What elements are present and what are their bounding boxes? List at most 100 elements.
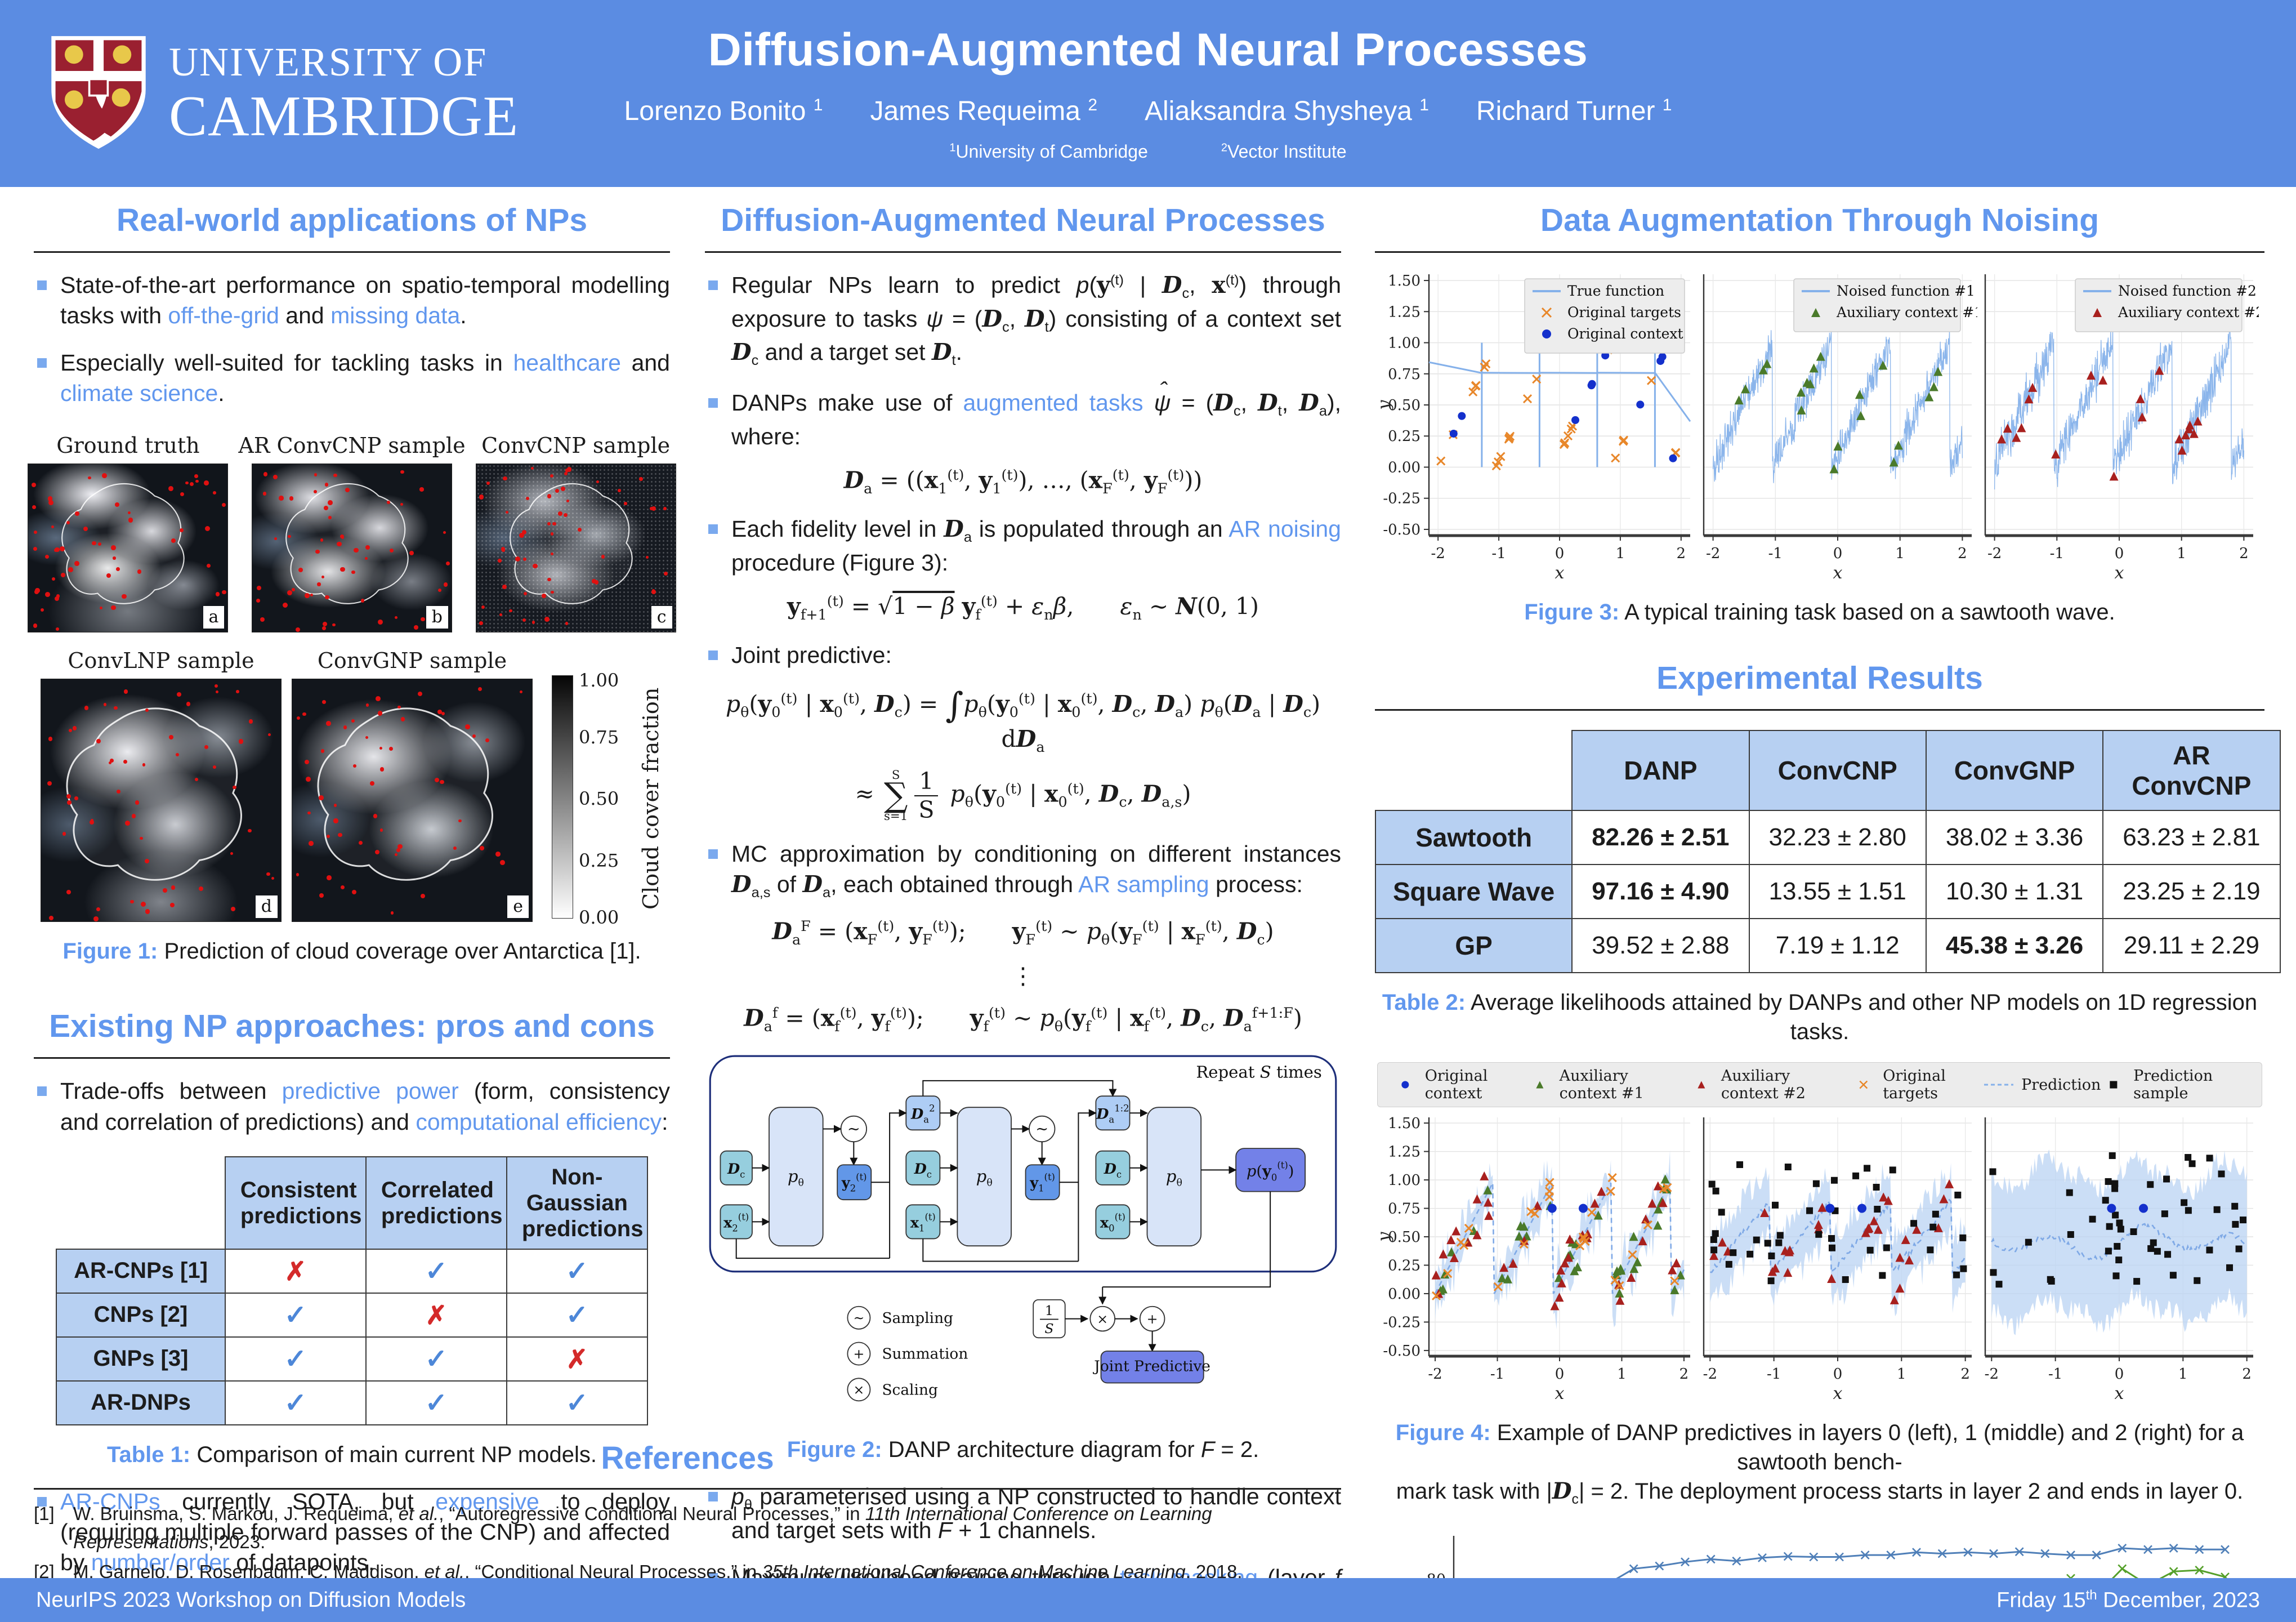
- svg-text:x: x: [1833, 563, 1843, 583]
- context-dot: [550, 552, 554, 556]
- reference-number: [1]: [34, 1503, 55, 1524]
- context-dot: [328, 516, 332, 519]
- svg-text:0.75: 0.75: [1388, 1201, 1421, 1218]
- column-header: Correlated predictions: [365, 1156, 507, 1250]
- context-dot: [365, 736, 368, 739]
- context-dot: [84, 706, 89, 710]
- context-dot: [365, 703, 369, 707]
- context-dot: [320, 538, 324, 542]
- context-dot: [333, 818, 338, 823]
- context-dot: [32, 505, 36, 509]
- context-dot: [400, 502, 403, 506]
- context-dot: [533, 563, 538, 569]
- rule: [705, 251, 1341, 253]
- context-dot: [131, 814, 136, 818]
- logo-text: UNIVERSITY OF CAMBRIDGE: [169, 42, 519, 145]
- check-icon: ✓: [284, 1300, 307, 1330]
- context-dot: [465, 724, 471, 729]
- figure-1-panel: Ground truth a: [28, 433, 229, 633]
- context-dot: [215, 690, 219, 694]
- row-label: Sawtooth: [1374, 810, 1573, 865]
- context-dot: [651, 589, 655, 592]
- figure-3-panel-2: -2 -1 0 1 2 x Noised function #2 Auxiliary cont…: [1984, 274, 2259, 583]
- context-dot: [35, 588, 40, 593]
- table-row: GNPs [3] ✓ ✓ ✗: [56, 1336, 648, 1382]
- context-dot: [326, 834, 330, 838]
- svg-text:1: 1: [2178, 1366, 2188, 1383]
- context-dot: [519, 532, 524, 538]
- rule: [34, 1057, 670, 1059]
- context-dot: [168, 735, 173, 740]
- context-dot: [458, 819, 462, 823]
- svg-text:x1(t): x1(t): [910, 1212, 936, 1234]
- context-dot: [204, 526, 210, 532]
- context-dot: [171, 538, 176, 543]
- context-dot: [351, 890, 356, 895]
- row-label: GNPs [3]: [56, 1336, 226, 1382]
- context-dot: [273, 474, 278, 480]
- svg-text:Scaling: Scaling: [882, 1382, 938, 1399]
- check-icon: ✓: [425, 1344, 448, 1374]
- row-label: GP: [1374, 918, 1573, 973]
- context-dot: [305, 776, 311, 782]
- table-cell: ✓: [224, 1292, 367, 1338]
- colorbar-ticks: 1.00 0.75 0.50 0.25 0.00: [573, 670, 635, 928]
- svg-text:Dc: Dc: [727, 1161, 745, 1180]
- svg-text:-2: -2: [1706, 545, 1720, 562]
- figure-4: -2 -1 0 1 2 1.50 1.25 1.00 0.75 0.50 0.25 0.00 -0.25…: [1375, 1111, 2264, 1403]
- context-dot: [373, 814, 377, 818]
- context-dot: [515, 556, 520, 562]
- figure-3-panel-1: -2 -1 0 1 2 x Noised function #1 Auxiliary cont…: [1703, 274, 1977, 583]
- context-dot: [215, 592, 220, 596]
- context-dot: [638, 477, 643, 481]
- context-dot: [263, 472, 268, 476]
- context-dot: [601, 555, 605, 559]
- context-dot: [88, 476, 92, 480]
- context-dot: [443, 531, 446, 534]
- context-dot: [212, 765, 217, 769]
- context-dot: [266, 872, 270, 876]
- check-icon: ✓: [565, 1300, 588, 1330]
- svg-text:×: ×: [854, 1382, 865, 1398]
- svg-text:2: 2: [1677, 545, 1686, 562]
- svg-text:2: 2: [2239, 545, 2249, 562]
- context-dot: [236, 690, 239, 694]
- context-dot: [98, 542, 102, 546]
- svg-text:1.00: 1.00: [1388, 335, 1421, 352]
- context-dot: [180, 492, 185, 496]
- authors-line: Lorenzo Bonito 1 James Requeima 2 Aliaksan…: [0, 96, 2296, 127]
- figure-1-panel: ConvGNP sample e: [292, 648, 533, 923]
- context-dot: [31, 482, 36, 487]
- context-dot: [419, 487, 424, 492]
- svg-text:Da2: Da2: [910, 1103, 935, 1125]
- svg-text:-2: -2: [1428, 1366, 1442, 1383]
- context-dot: [180, 528, 184, 532]
- column-header: Consistent predictions: [224, 1156, 367, 1250]
- svg-text:x: x: [1833, 1384, 1843, 1403]
- applications-bullets: State-of-the-art performance on spatio-t…: [34, 270, 670, 408]
- context-dot: [333, 804, 337, 807]
- context-dot: [565, 468, 569, 473]
- figure-2: Repeat S times Dc x2(t) pθ ∼ y2(t) Da2 Dc x1(t) p…: [705, 1051, 1341, 1420]
- svg-text:-2: -2: [1431, 545, 1445, 562]
- context-dot: [472, 734, 476, 738]
- context-dot: [92, 541, 96, 546]
- corner-cell: [56, 1157, 225, 1249]
- context-dot: [122, 594, 127, 599]
- context-dot: [485, 738, 489, 742]
- context-dot: [360, 599, 365, 603]
- bullet-item: Joint predictive:: [705, 640, 1341, 670]
- svg-text:0: 0: [2115, 1366, 2124, 1383]
- section-title-references: References: [601, 1440, 774, 1476]
- context-dot: [61, 572, 66, 577]
- svg-text:0.75: 0.75: [1388, 366, 1421, 383]
- colorbar-label: Cloud cover fraction: [638, 688, 663, 910]
- section-title-noising: Data Augmentation Through Noising: [1540, 202, 2100, 238]
- svg-text:y: y: [1381, 399, 1394, 411]
- affiliation: 1University of Cambridge: [949, 141, 1148, 162]
- context-dot: [390, 911, 394, 915]
- svg-text:2: 2: [1679, 1366, 1689, 1383]
- legend-item: Prediction sample: [2101, 1067, 2247, 1102]
- svg-text:1.00: 1.00: [1388, 1172, 1421, 1189]
- context-dot: [480, 845, 484, 850]
